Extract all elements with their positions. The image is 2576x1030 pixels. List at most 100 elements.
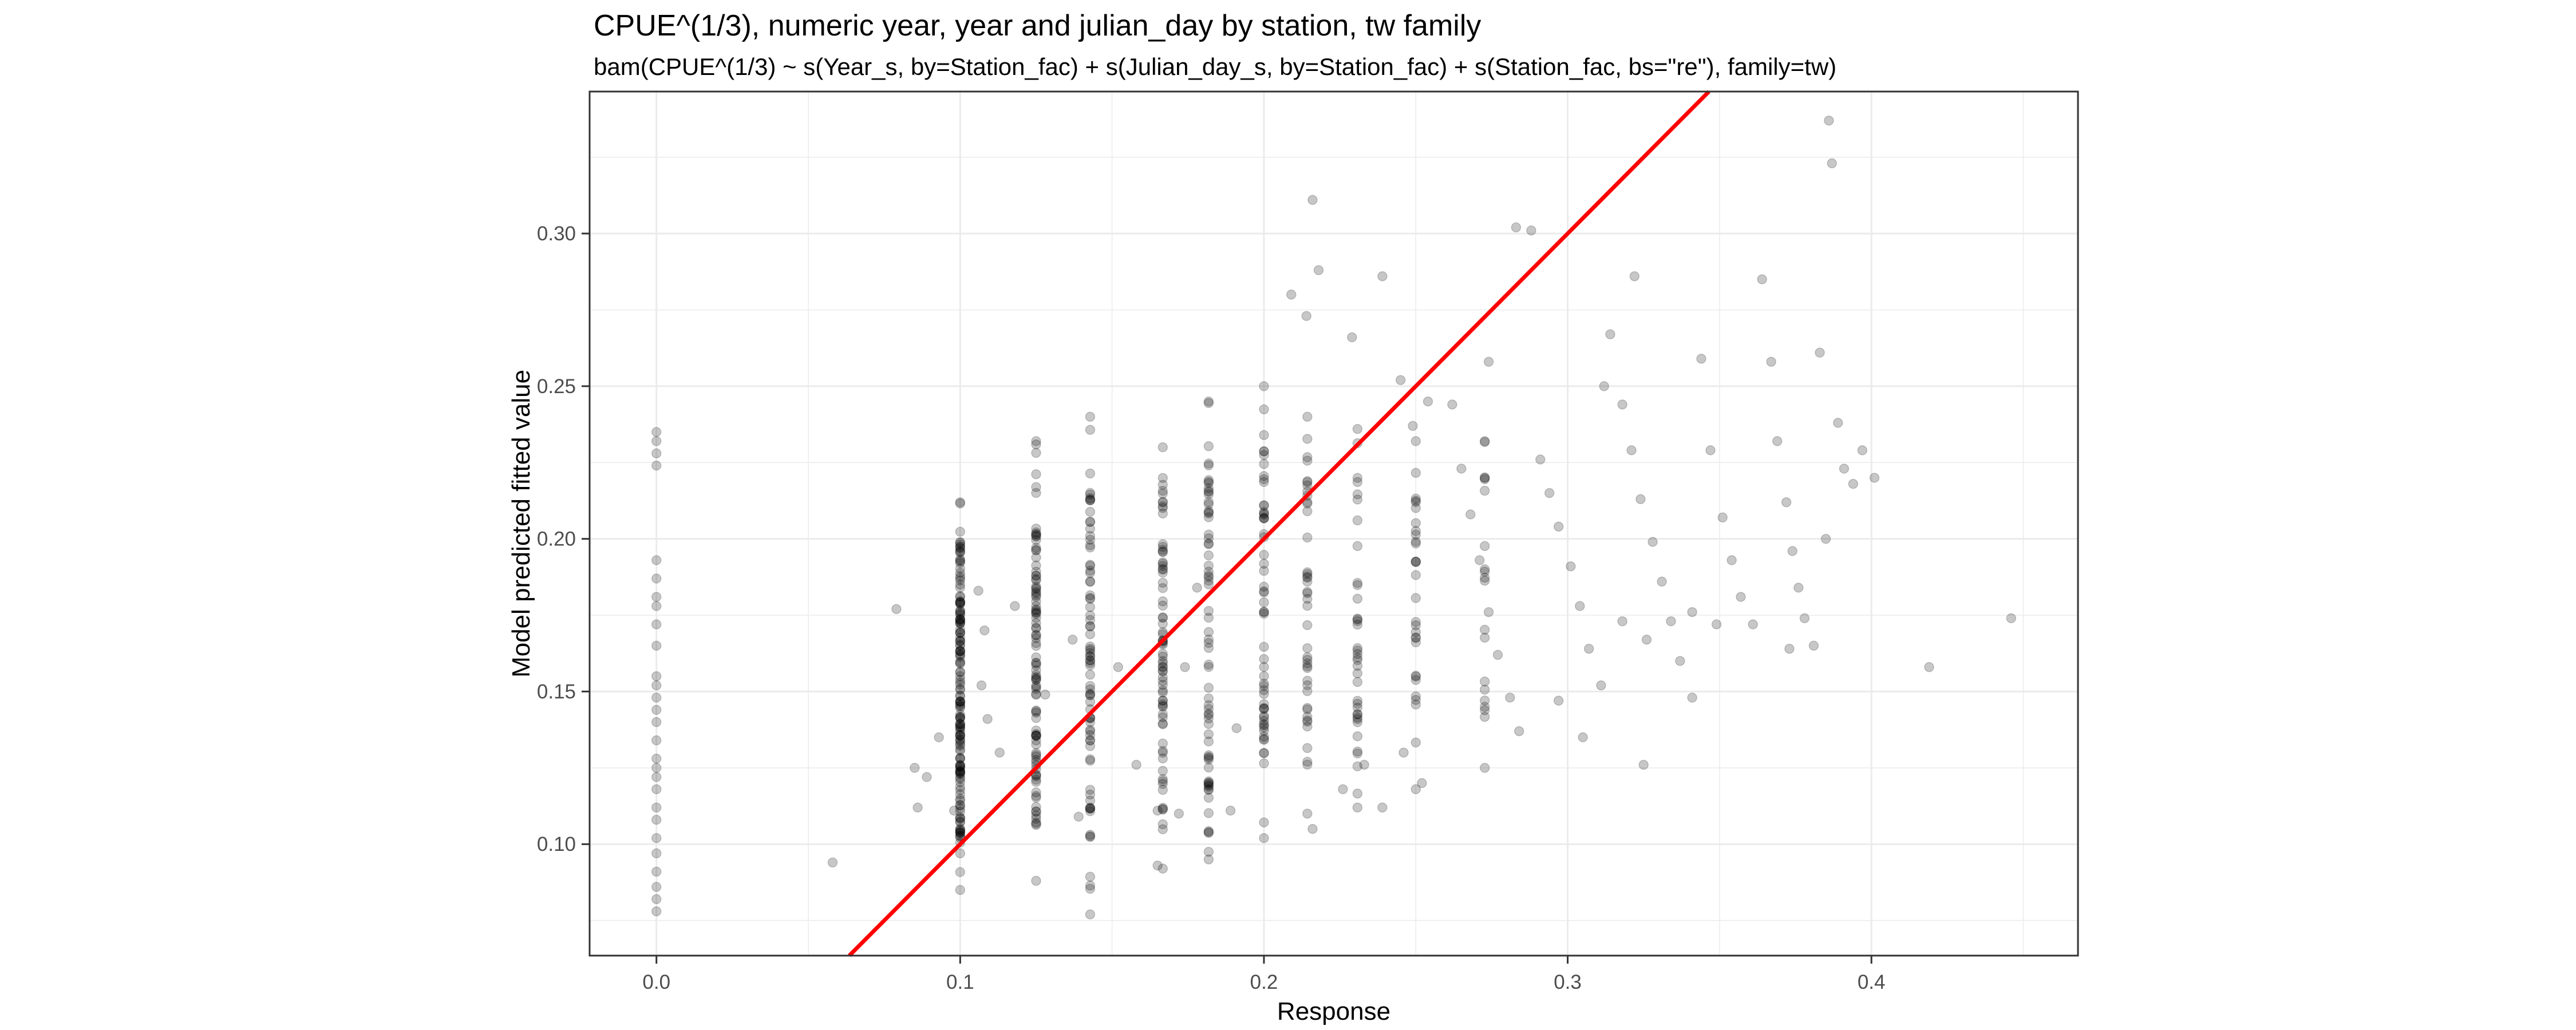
data-point	[1031, 813, 1041, 824]
data-point	[891, 604, 902, 615]
data-point	[1085, 540, 1096, 550]
data-point	[1085, 645, 1096, 656]
data-point	[1031, 439, 1041, 450]
data-point	[955, 667, 966, 678]
data-point	[1352, 619, 1363, 630]
data-point	[2006, 613, 2017, 624]
data-point	[1352, 580, 1363, 591]
data-point	[1352, 789, 1363, 799]
data-point	[955, 823, 966, 834]
data-point	[1259, 587, 1269, 598]
data-point	[1085, 495, 1096, 506]
data-point	[1203, 752, 1214, 763]
data-point	[955, 671, 966, 682]
data-point	[955, 703, 966, 713]
data-point	[1157, 547, 1168, 557]
data-point	[1352, 748, 1363, 759]
data-point	[1857, 445, 1868, 455]
data-point	[1411, 518, 1421, 528]
data-point	[1617, 399, 1627, 410]
data-point	[955, 645, 966, 656]
data-point	[1203, 854, 1214, 865]
x-tick-label: 0.4	[1858, 971, 1886, 993]
data-point	[1578, 732, 1588, 743]
data-point	[1203, 612, 1214, 623]
data-point	[1203, 605, 1214, 616]
data-point	[651, 784, 662, 794]
data-point	[1085, 602, 1096, 612]
data-point	[1157, 508, 1168, 519]
data-point	[1203, 784, 1214, 795]
data-point	[1203, 486, 1214, 496]
data-point	[1313, 265, 1324, 275]
data-point	[1302, 572, 1313, 583]
data-point	[1302, 593, 1313, 604]
data-point	[1031, 774, 1041, 785]
data-point	[1259, 459, 1269, 469]
data-point	[1641, 635, 1652, 645]
data-point	[1302, 571, 1313, 582]
data-point	[1203, 729, 1214, 739]
data-point	[955, 696, 966, 707]
data-point	[1479, 437, 1490, 447]
data-point	[955, 789, 966, 799]
data-point	[1259, 450, 1269, 460]
data-point	[1231, 723, 1242, 734]
data-point	[1085, 696, 1096, 707]
data-point	[1352, 761, 1363, 771]
data-point	[1085, 831, 1096, 842]
data-point	[1411, 526, 1421, 536]
data-point	[1203, 539, 1214, 549]
data-point	[1705, 445, 1716, 455]
data-point	[1157, 803, 1168, 814]
data-point	[1411, 556, 1421, 566]
data-point	[1031, 612, 1041, 623]
data-point	[1085, 493, 1096, 504]
data-point	[955, 598, 966, 609]
data-point	[1073, 811, 1084, 822]
data-point	[1696, 354, 1706, 364]
data-point	[1411, 691, 1421, 702]
data-point	[1259, 404, 1269, 415]
data-point	[1031, 608, 1041, 618]
data-point	[1411, 617, 1421, 627]
data-point	[1157, 753, 1168, 764]
data-point	[955, 848, 966, 859]
data-point	[651, 763, 662, 773]
data-point	[1031, 665, 1041, 675]
data-point	[955, 885, 966, 896]
data-point	[955, 724, 966, 735]
data-point	[1869, 473, 1880, 483]
data-point	[955, 722, 966, 732]
data-point	[1085, 670, 1096, 680]
data-point	[1259, 661, 1269, 672]
data-point	[1302, 567, 1313, 577]
data-point	[955, 557, 966, 568]
data-point	[955, 616, 966, 626]
data-point	[1157, 480, 1168, 490]
data-point	[1031, 618, 1041, 628]
data-point	[1031, 819, 1041, 830]
data-point	[1157, 712, 1168, 723]
data-point	[1203, 683, 1214, 693]
data-point	[1085, 871, 1096, 882]
data-point	[1820, 533, 1831, 544]
data-point	[651, 692, 662, 703]
data-point	[1010, 601, 1020, 611]
data-point	[1031, 532, 1041, 542]
data-point	[1302, 655, 1313, 665]
data-point	[1535, 454, 1546, 465]
data-point	[1157, 442, 1168, 453]
data-point	[973, 585, 983, 596]
data-point	[1302, 498, 1313, 509]
data-point	[1031, 638, 1041, 648]
data-point	[955, 597, 966, 608]
data-point	[1085, 621, 1096, 632]
data-point	[1031, 793, 1041, 803]
data-point	[1157, 545, 1168, 555]
data-point	[1031, 590, 1041, 601]
data-point	[651, 601, 662, 611]
data-point	[1259, 747, 1269, 758]
data-point	[651, 592, 662, 602]
chart-subtitle: bam(CPUE^(1/3) ~ s(Year_s, by=Station_fa…	[594, 53, 1836, 80]
